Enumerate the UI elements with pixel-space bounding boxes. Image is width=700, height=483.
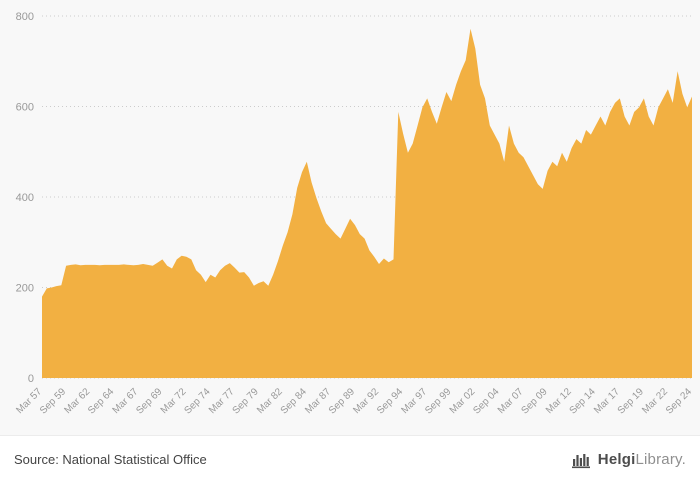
- x-tick-label: Sep 59: [38, 386, 68, 416]
- area-series: [42, 28, 692, 378]
- x-tick-label: Sep 99: [423, 386, 453, 416]
- x-tick-label: Sep 24: [664, 386, 694, 416]
- logo-text-library: Library: [635, 451, 682, 468]
- logo-text-dot: .: [681, 451, 686, 468]
- x-tick-label: Sep 09: [519, 386, 549, 416]
- y-tick-label: 0: [28, 373, 34, 385]
- logo-text: HelgiLibrary.: [598, 451, 686, 468]
- x-tick-label: Sep 94: [375, 386, 405, 416]
- x-tick-label: Sep 64: [86, 386, 116, 416]
- source-text: Source: National Statistical Office: [14, 452, 207, 467]
- x-tick-label: Sep 74: [182, 386, 212, 416]
- y-tick-label: 600: [16, 102, 34, 114]
- x-tick-label: Sep 19: [616, 386, 646, 416]
- x-tick-label: Sep 69: [134, 386, 164, 416]
- area-chart: 0 200 400 600 800 Mar 57 Sep 59 Mar 62 Sep 64 Mar…: [14, 11, 694, 417]
- x-tick-label: Sep 79: [231, 386, 261, 416]
- helgilibrary-logo[interactable]: HelgiLibrary.: [571, 450, 686, 470]
- logo-text-helgi: Helgi: [597, 451, 636, 468]
- x-tick-label: Sep 84: [279, 386, 309, 416]
- y-tick-label: 200: [16, 283, 34, 295]
- footer: Source: National Statistical Office Helg…: [0, 435, 700, 483]
- x-tick-label: Sep 89: [327, 386, 357, 416]
- y-tick-label: 400: [16, 192, 34, 204]
- x-tick-label: Sep 04: [471, 386, 501, 416]
- helgilibrary-logo-icon: [571, 453, 590, 468]
- y-tick-label: 800: [16, 11, 34, 23]
- x-tick-label: Sep 14: [568, 386, 598, 416]
